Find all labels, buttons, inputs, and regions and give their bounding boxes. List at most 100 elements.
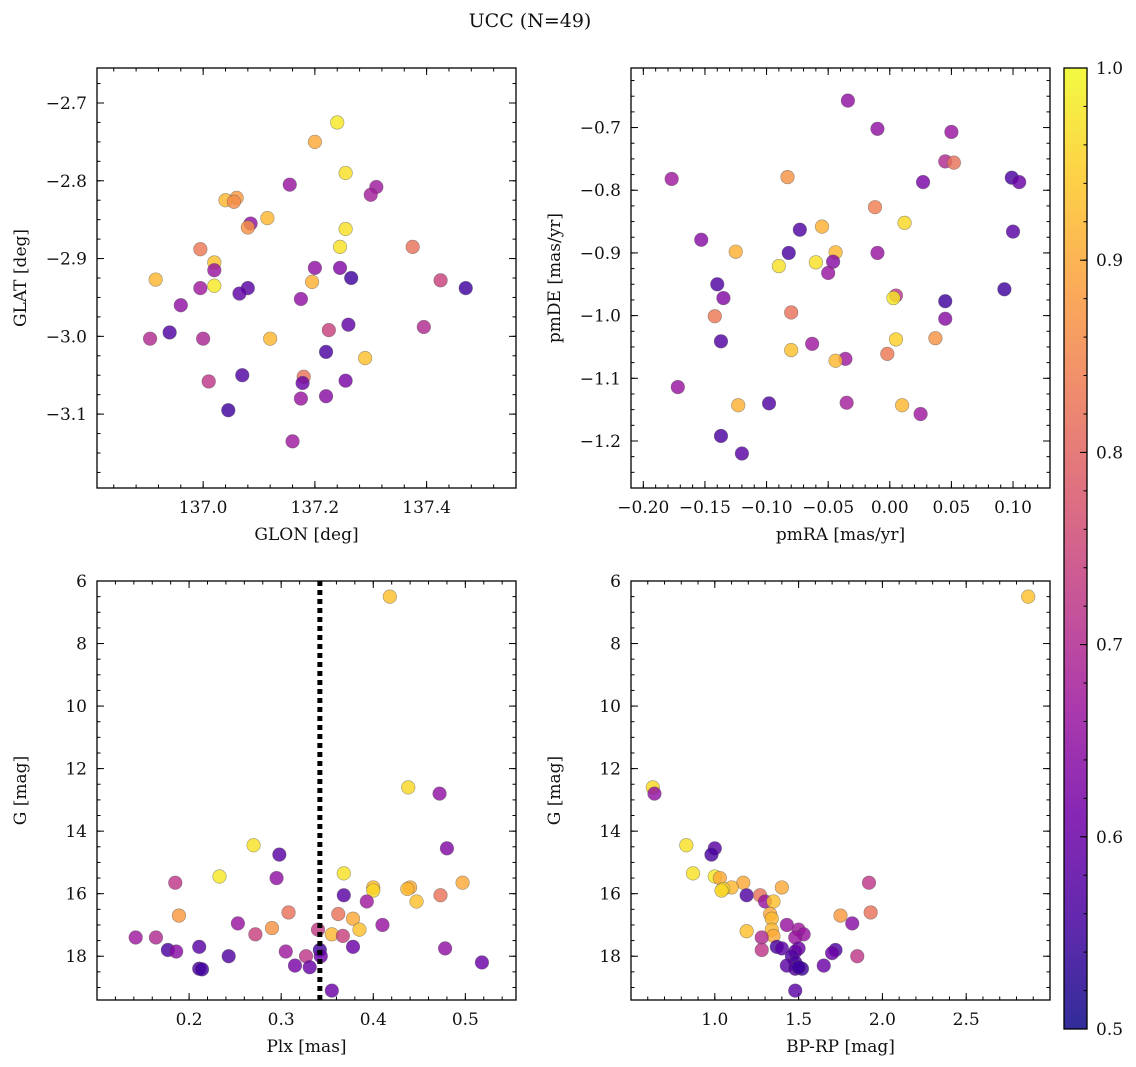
scatter-points xyxy=(142,115,473,449)
scatter-point xyxy=(162,325,177,340)
scatter-point xyxy=(867,200,883,215)
scatter-point xyxy=(670,379,685,395)
y-axis-label: GLAT [deg] xyxy=(11,229,31,327)
scatter-point xyxy=(888,332,904,347)
scatter-point xyxy=(248,927,263,942)
y-tick-label: −2.8 xyxy=(46,172,87,192)
x-tick-label: −0.05 xyxy=(802,498,854,518)
panel-3: 0.2 0.3 0.4 0.5 6 8 10 12 14 16 18 Plx [mas] G [mag] xyxy=(11,572,517,1057)
scatter-point xyxy=(915,174,931,190)
scatter-point xyxy=(997,282,1012,297)
scatter-point xyxy=(331,906,346,922)
scatter-point xyxy=(780,169,795,185)
y-tick-label: 12 xyxy=(65,760,87,780)
y-tick-label: 16 xyxy=(65,885,87,905)
scatter-point xyxy=(332,239,348,254)
scatter-point xyxy=(196,331,211,346)
scatter-point xyxy=(825,945,840,961)
y-tick-label: 14 xyxy=(599,822,621,842)
scatter-point xyxy=(458,281,473,296)
scatter-point xyxy=(416,319,431,335)
scatter-point xyxy=(886,290,901,306)
scatter-point xyxy=(647,786,662,801)
scatter-point xyxy=(192,939,207,954)
scatter-point xyxy=(739,924,754,939)
scatter-point xyxy=(207,263,222,278)
panel-2: −0.20 −0.15 −0.10 −0.05 0.00 0.05 0.10 −1.2 −1.1… xyxy=(545,67,1051,545)
scatter-point xyxy=(375,917,390,933)
scatter-point xyxy=(307,134,322,149)
x-tick-label: 137.4 xyxy=(402,498,451,518)
scatter-point xyxy=(784,305,799,320)
x-tick-label: 0.3 xyxy=(268,1010,295,1030)
y-tick-label: 10 xyxy=(599,697,621,717)
x-tick-label: −0.10 xyxy=(741,498,793,518)
scatter-point xyxy=(359,894,374,909)
scatter-point xyxy=(358,351,373,366)
scatter-point xyxy=(269,870,284,886)
y-tick-label: −1.2 xyxy=(580,432,621,452)
x-axis-label: BP-RP [mag] xyxy=(786,1037,895,1057)
scatter-point xyxy=(433,888,448,903)
y-tick-label: −2.7 xyxy=(46,94,87,114)
scatter-point xyxy=(201,374,216,389)
scatter-point xyxy=(739,888,754,903)
scatter-point xyxy=(345,911,361,926)
scatter-point xyxy=(293,391,309,406)
scatter-point xyxy=(193,281,208,296)
scatter-point xyxy=(295,375,310,391)
y-tick-label: 6 xyxy=(610,572,621,592)
y-tick-label: 6 xyxy=(76,572,87,592)
scatter-points xyxy=(664,93,1027,461)
panels: 137.0 137.2 137.4 −3.1 −3.0 −2.9 −2.8 −2.7 GLON … xyxy=(11,67,1051,1057)
scatter-point xyxy=(833,908,848,923)
scatter-point xyxy=(409,894,424,909)
y-tick-label: 18 xyxy=(599,947,621,967)
scatter-point xyxy=(363,187,378,202)
scatter-point xyxy=(128,930,143,945)
scatter-points xyxy=(128,589,490,998)
x-tick-label: 1.0 xyxy=(701,1010,728,1030)
colorbar-tick-label: 0.8 xyxy=(1096,443,1123,463)
scatter-point xyxy=(433,273,448,288)
y-tick-label: −3.1 xyxy=(46,405,87,425)
scatter-point xyxy=(771,258,786,274)
scatter-point xyxy=(344,270,359,286)
scatter-point xyxy=(895,398,910,413)
scatter-point xyxy=(714,883,729,898)
scatter-point xyxy=(664,171,679,187)
scatter-point xyxy=(321,323,336,338)
y-tick-label: 14 xyxy=(65,822,87,842)
scatter-point xyxy=(828,353,843,368)
scatter-point xyxy=(221,403,236,418)
scatter-point xyxy=(474,955,490,970)
scatter-point xyxy=(788,983,803,998)
figure-title: UCC (N=49) xyxy=(469,10,592,32)
scatter-point xyxy=(272,847,287,862)
scatter-point xyxy=(734,446,750,461)
y-tick-label: −2.9 xyxy=(46,250,87,270)
scatter-point xyxy=(805,336,820,351)
x-tick-label: 2.0 xyxy=(869,1010,896,1030)
scatter-point xyxy=(679,838,694,853)
colorbar: 0.5 0.6 0.7 0.8 0.9 1.0 xyxy=(1063,59,1123,1040)
x-axis-label: GLON [deg] xyxy=(254,525,358,545)
scatter-point xyxy=(784,342,799,358)
y-tick-label: 12 xyxy=(599,760,621,780)
scatter-point xyxy=(282,177,297,192)
scatter-point xyxy=(405,239,420,254)
scatter-point xyxy=(246,838,261,853)
scatter-point xyxy=(168,875,183,890)
scatter-point xyxy=(173,298,188,313)
x-tick-label: 0.5 xyxy=(452,1010,479,1030)
scatter-point xyxy=(713,428,729,444)
scatter-point xyxy=(840,93,855,108)
colorbar-tick-label: 1.0 xyxy=(1096,59,1123,79)
scatter-point xyxy=(285,434,300,449)
scatter-point xyxy=(338,221,353,237)
scatter-point xyxy=(928,331,943,346)
scatter-point xyxy=(260,211,275,226)
scatter-point xyxy=(1012,174,1027,190)
x-tick-label: −0.20 xyxy=(617,498,669,518)
scatter-point xyxy=(437,941,453,956)
